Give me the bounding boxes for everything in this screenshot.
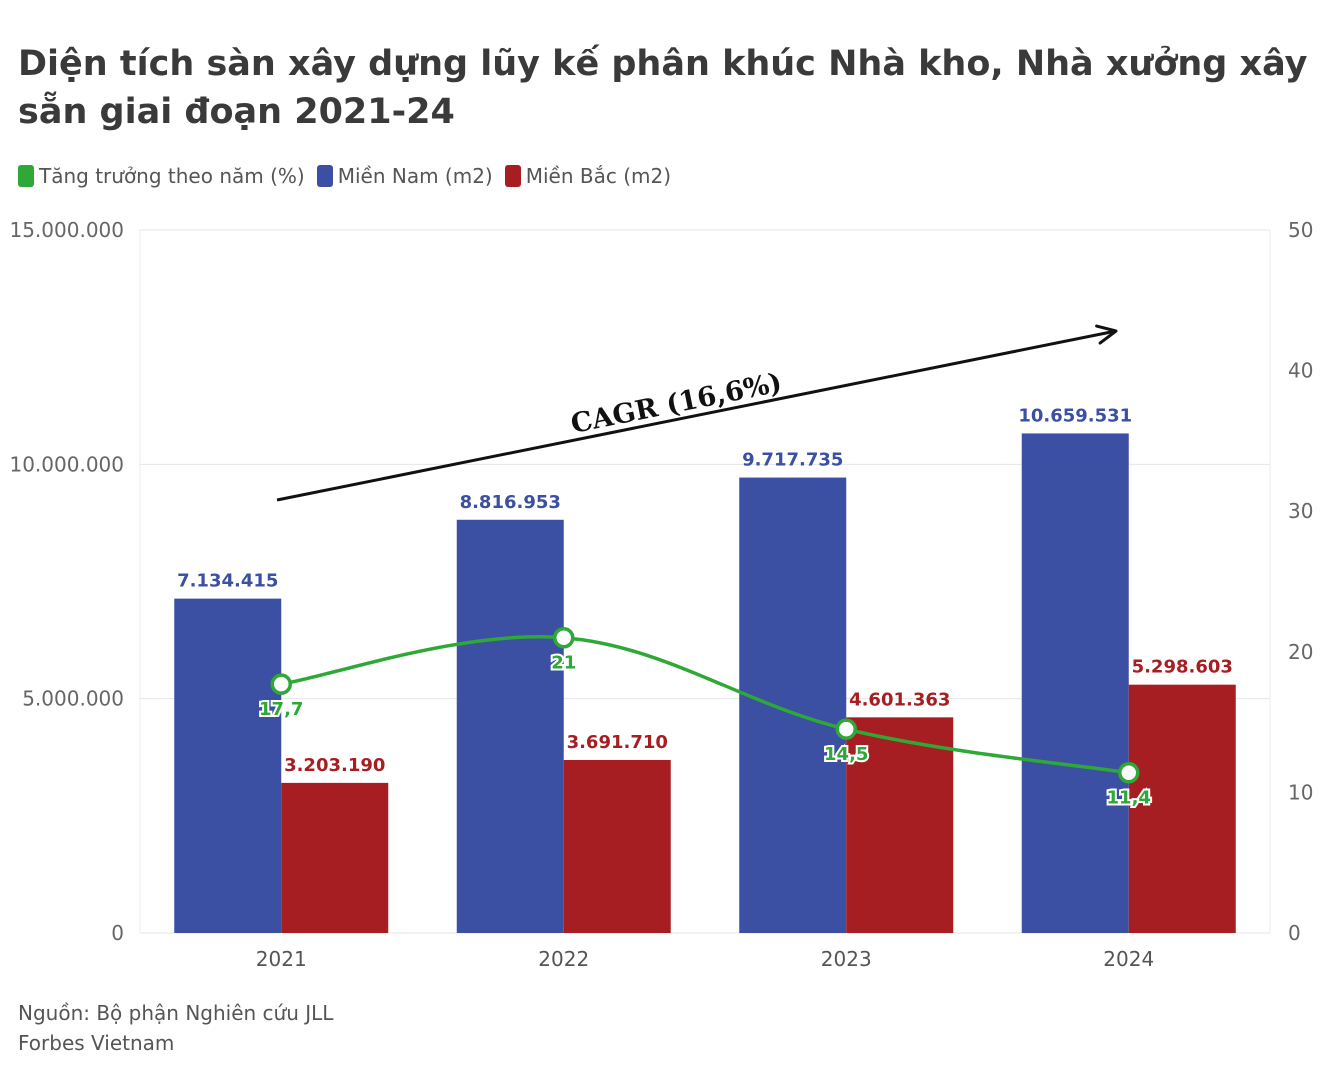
y-right-tick-label: 0 [1288, 921, 1301, 945]
y-right-tick-label: 10 [1288, 780, 1313, 804]
legend-swatch-north [504, 165, 521, 187]
cagr-annotation: CAGR (16,6%) [276, 324, 1118, 502]
bars [174, 433, 1236, 933]
cagr-label: CAGR (16,6%) [568, 367, 784, 440]
data-label-north: 3.691.710 [567, 732, 668, 753]
legend-swatch-growth [18, 165, 34, 187]
legend-swatch-south [316, 165, 333, 187]
y-right-tick-label: 30 [1288, 499, 1313, 523]
legend-item-growth: Tăng trưởng theo năm (%) [18, 164, 305, 188]
bar-north [281, 782, 389, 933]
data-label-north: 5.298.603 [1132, 657, 1233, 678]
data-label-south: 9.717.735 [742, 450, 843, 471]
legend-label-growth: Tăng trưởng theo năm (%) [39, 164, 305, 188]
x-tick-label: 2024 [1103, 947, 1154, 971]
y-right-tick-label: 20 [1288, 640, 1313, 664]
x-tick-label: 2023 [821, 947, 872, 971]
x-tick-label: 2022 [538, 947, 589, 971]
data-label-growth: 21 [551, 653, 576, 674]
growth-point [270, 673, 292, 695]
axes: 0 5.000.000 10.000.000 15.000.000 0 10 20 30 40 5… [9, 218, 1313, 971]
x-tick-label: 2021 [256, 947, 307, 971]
bar-north [846, 717, 954, 933]
y-left-tick-label: 5.000.000 [22, 687, 124, 711]
chart-title: Diện tích sàn xây dựng lũy kế phân khúc … [18, 44, 1308, 132]
cagr-arrow-line [276, 329, 1117, 502]
source-text: Nguồn: Bộ phận Nghiên cứu JLL [18, 1001, 334, 1025]
y-left-tick-label: 0 [111, 921, 124, 945]
legend-item-north: Miền Bắc (m2) [504, 164, 672, 188]
y-left-tick-label: 15.000.000 [9, 218, 124, 242]
bar-south [739, 477, 847, 933]
y-left-tick-label: 10.000.000 [9, 452, 124, 476]
bar-south [174, 598, 282, 933]
data-label-north: 3.203.190 [284, 755, 385, 776]
growth-point [553, 626, 575, 649]
source-note: Nguồn: Bộ phận Nghiên cứu JLL Forbes Vie… [18, 998, 333, 1058]
data-label-north: 4.601.363 [849, 689, 950, 710]
bar-south [456, 519, 564, 933]
data-label-south: 10.659.531 [1018, 405, 1132, 426]
legend-item-south: Miền Nam (m2) [316, 164, 493, 188]
data-label-growth: 14,5 [824, 744, 868, 765]
growth-point [1118, 761, 1140, 784]
data-label-south: 7.134.415 [177, 571, 278, 592]
cagr-arrow-head [1095, 324, 1118, 345]
legend-label-south: Miền Nam (m2) [337, 164, 493, 188]
bar-south [1021, 433, 1129, 933]
chart-area: 7.134.415 3.203.190 8.816.953 3.691.710 9.71… [9, 218, 1313, 971]
legend-label-north: Miền Bắc (m2) [525, 164, 672, 188]
publisher-text: Forbes Vietnam [18, 1031, 175, 1055]
legend: Tăng trưởng theo năm (%) Miền Nam (m2) M… [18, 164, 671, 188]
y-right-tick-label: 50 [1288, 218, 1313, 242]
growth-line-path [280, 635, 1130, 775]
growth-line [270, 626, 1140, 784]
data-label-growth: 17,7 [259, 699, 303, 720]
data-label-south: 8.816.953 [460, 492, 561, 513]
bar-north [563, 759, 671, 933]
y-right-tick-label: 40 [1288, 359, 1313, 383]
data-labels: 7.134.415 3.203.190 8.816.953 3.691.710 9.71… [177, 405, 1233, 810]
data-label-growth: 11,4 [1107, 788, 1151, 809]
growth-point [835, 718, 857, 740]
bar-north [1128, 684, 1236, 933]
